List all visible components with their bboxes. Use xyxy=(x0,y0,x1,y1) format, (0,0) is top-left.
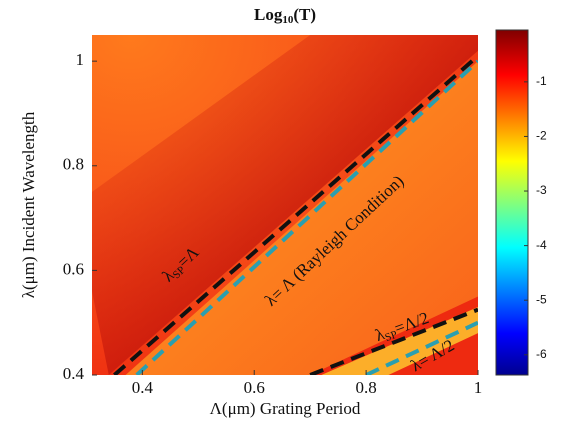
annotation-subscript: SP xyxy=(383,328,399,343)
x-tick-label: 1 xyxy=(474,378,483,397)
colorbar-tick-label: -4 xyxy=(536,238,547,252)
y-tick-label: 0.8 xyxy=(63,155,84,174)
dashed-line xyxy=(135,59,478,375)
title-part: Log xyxy=(254,5,283,24)
title-part: (T) xyxy=(293,5,316,24)
x-tick-label: 0.4 xyxy=(132,378,154,397)
x-axis-label: Λ(μm) Grating Period xyxy=(210,399,361,418)
y-axis-label: λ(μm) Incident Wavelength xyxy=(19,111,38,298)
colorbar-tick-label: -6 xyxy=(536,347,547,361)
colorbar-tick-label: -5 xyxy=(536,292,547,306)
dashed-line xyxy=(309,307,478,375)
x-tick-label: 0.8 xyxy=(355,378,376,397)
y-tick-label: 1 xyxy=(76,50,85,69)
y-tick-label: 0.6 xyxy=(63,259,84,278)
y-tick-label: 0.4 xyxy=(63,364,85,383)
colorbar-tick-label: -3 xyxy=(536,183,547,197)
chart-title: Log10(T) xyxy=(254,5,316,26)
colorbar-tick-label: -2 xyxy=(536,129,547,143)
colorbar-tick-label: -1 xyxy=(536,74,547,88)
dashed-line xyxy=(113,54,478,375)
title-subscript: 10 xyxy=(282,14,294,26)
colorbar xyxy=(495,29,529,376)
x-tick-label: 0.6 xyxy=(244,378,265,397)
